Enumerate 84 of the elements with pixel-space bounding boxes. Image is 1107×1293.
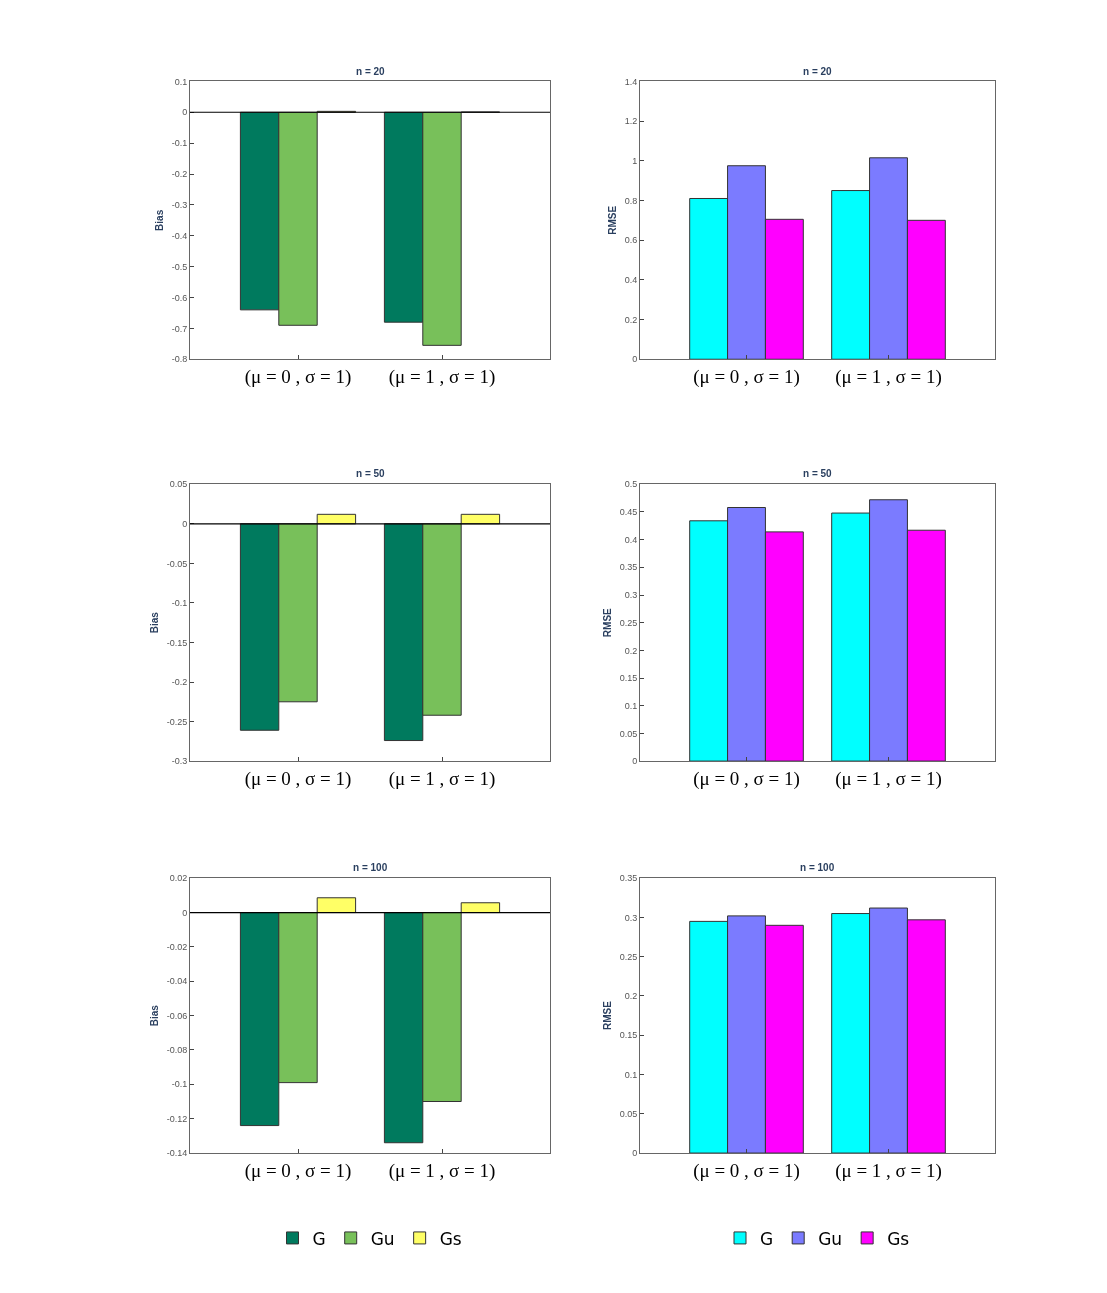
y-tick-label: 0	[182, 107, 188, 118]
y-tick-label: -0.1	[171, 598, 188, 609]
y-tick-label: -0.3	[171, 756, 188, 767]
y-tick-label: 0.1	[624, 1069, 638, 1080]
y-tick-label: 0.5	[624, 479, 638, 490]
y-tick-label: 0.3	[624, 590, 638, 601]
y-tick-label: -0.25	[166, 716, 188, 727]
chart-title: n = 100	[353, 862, 388, 873]
y-tick-label: 0.2	[624, 645, 638, 656]
y-tick-label: -0.12	[166, 1113, 188, 1124]
x-tick-label: (μ = 0 , σ = 1)	[244, 767, 352, 790]
x-tick-label: (μ = 1 , σ = 1)	[388, 1159, 496, 1182]
y-tick-label: -0.02	[166, 942, 188, 953]
x-tick-label: (μ = 1 , σ = 1)	[388, 767, 496, 790]
y-tick-label: 0.1	[624, 700, 638, 711]
y-tick-label: 0.05	[619, 1108, 638, 1119]
y-tick-label: 0.1	[174, 76, 188, 87]
y-tick-label: 0.8	[624, 195, 638, 206]
y-axis-title: Bias	[148, 1004, 160, 1027]
y-axis-title: RMSE	[601, 1000, 613, 1031]
chart-title: n = 50	[356, 468, 386, 479]
y-tick-label: 0.4	[624, 275, 638, 285]
y-tick-label: 0.25	[619, 617, 638, 628]
y-tick-label: -0.2	[171, 677, 188, 688]
y-tick-label: 0.15	[619, 673, 638, 684]
y-tick-label: -0.04	[166, 976, 188, 987]
y-tick-label: -0.15	[166, 637, 188, 648]
y-tick-label: 0	[182, 907, 188, 918]
y-tick-label: -0.1	[171, 138, 188, 149]
y-tick-label: -0.05	[166, 558, 188, 569]
y-tick-label: -0.4	[171, 230, 188, 241]
y-tick-label: 0.3	[624, 912, 638, 923]
x-tick-label: (μ = 0 , σ = 1)	[244, 366, 352, 389]
chart-title: n = 100	[800, 862, 835, 873]
y-tick-label: -0.6	[171, 292, 188, 303]
x-tick-label: (μ = 0 , σ = 1)	[693, 767, 800, 790]
x-tick-label: (μ = 1 , σ = 1)	[835, 767, 942, 790]
legend-label: Gu	[370, 1228, 395, 1249]
x-tick-label: (μ = 1 , σ = 1)	[835, 366, 942, 389]
y-axis-title: RMSE	[606, 205, 618, 235]
x-tick-label: (μ = 1 , σ = 1)	[835, 1159, 942, 1182]
y-tick-label: 0.35	[619, 562, 638, 573]
y-tick-label: -0.5	[171, 261, 188, 272]
y-tick-label: 0.02	[169, 873, 188, 884]
x-tick-label: (μ = 0 , σ = 1)	[244, 1159, 352, 1182]
y-tick-label: 0.2	[624, 991, 638, 1002]
legend-label: Gs	[439, 1228, 462, 1249]
chart-title: n = 20	[356, 66, 386, 77]
legend-label: Gs	[887, 1228, 910, 1249]
legend-label: G	[760, 1228, 774, 1249]
y-tick-label: 0	[632, 1148, 638, 1159]
y-tick-label: 0.05	[169, 479, 188, 490]
y-tick-label: 0.4	[624, 534, 638, 545]
y-tick-label: -0.8	[171, 354, 188, 365]
y-tick-label: 0	[182, 518, 188, 529]
y-tick-label: 1.4	[624, 76, 638, 87]
y-tick-label: 0.45	[619, 507, 638, 518]
y-tick-label: -0.7	[171, 323, 188, 334]
chart-title: n = 50	[803, 468, 833, 479]
x-tick-label: (μ = 0 , σ = 1)	[693, 366, 800, 389]
x-tick-label: (μ = 0 , σ = 1)	[693, 1159, 800, 1182]
y-axis-title: Bias	[148, 611, 160, 634]
y-tick-label: 0	[632, 756, 638, 767]
y-tick-label: 1.2	[624, 116, 638, 127]
y-tick-label: 1	[632, 155, 638, 166]
y-axis-title: Bias	[153, 209, 165, 231]
x-tick-label: (μ = 1 , σ = 1)	[388, 366, 496, 389]
y-tick-label: 0	[632, 354, 638, 365]
y-tick-label: 0.05	[619, 728, 638, 739]
y-tick-label: -0.3	[171, 200, 188, 211]
chart-title: n = 20	[803, 66, 833, 77]
y-tick-label: 0.25	[619, 951, 638, 962]
y-tick-label: 0.15	[619, 1030, 638, 1041]
y-axis-title: RMSE	[601, 607, 613, 638]
y-tick-label: -0.2	[171, 169, 188, 180]
y-tick-label: -0.1	[171, 1079, 188, 1090]
legend-label: Gu	[818, 1228, 843, 1249]
legend-label: G	[312, 1228, 326, 1249]
y-tick-label: -0.14	[166, 1148, 188, 1159]
y-tick-label: 0.35	[619, 873, 638, 884]
y-tick-label: -0.08	[166, 1045, 188, 1056]
y-tick-label: 0.2	[624, 314, 638, 325]
y-tick-label: 0.6	[624, 235, 638, 246]
y-tick-label: -0.06	[166, 1010, 188, 1021]
